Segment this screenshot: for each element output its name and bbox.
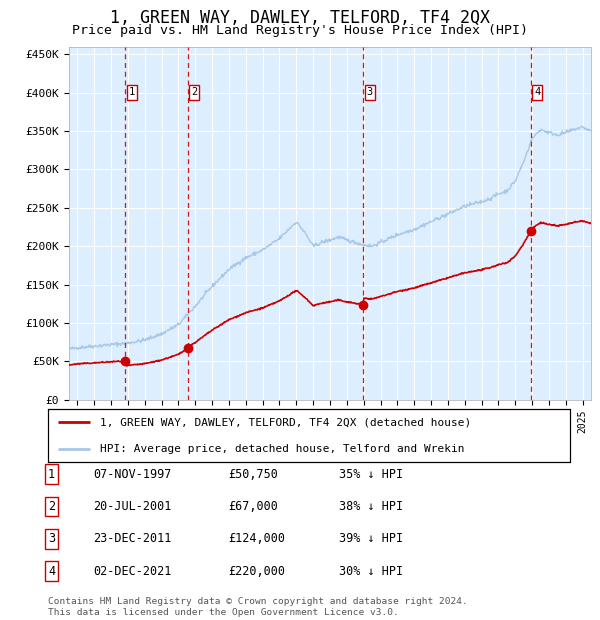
Text: 07-NOV-1997: 07-NOV-1997 [93, 468, 172, 481]
Text: 3: 3 [48, 533, 55, 545]
Text: 3: 3 [367, 87, 373, 97]
Text: 4: 4 [48, 565, 55, 577]
Text: 02-DEC-2021: 02-DEC-2021 [93, 565, 172, 577]
Text: 4: 4 [534, 87, 541, 97]
Text: 35% ↓ HPI: 35% ↓ HPI [339, 468, 403, 481]
Text: 2: 2 [48, 500, 55, 513]
Text: 1: 1 [129, 87, 135, 97]
Text: 1, GREEN WAY, DAWLEY, TELFORD, TF4 2QX: 1, GREEN WAY, DAWLEY, TELFORD, TF4 2QX [110, 9, 490, 27]
Text: 2: 2 [191, 87, 197, 97]
Text: 1, GREEN WAY, DAWLEY, TELFORD, TF4 2QX (detached house): 1, GREEN WAY, DAWLEY, TELFORD, TF4 2QX (… [100, 417, 472, 427]
Text: 38% ↓ HPI: 38% ↓ HPI [339, 500, 403, 513]
Text: 30% ↓ HPI: 30% ↓ HPI [339, 565, 403, 577]
Text: £50,750: £50,750 [228, 468, 278, 481]
Text: Price paid vs. HM Land Registry's House Price Index (HPI): Price paid vs. HM Land Registry's House … [72, 24, 528, 37]
Text: 20-JUL-2001: 20-JUL-2001 [93, 500, 172, 513]
Text: 1: 1 [48, 468, 55, 481]
Text: £220,000: £220,000 [228, 565, 285, 577]
Text: £67,000: £67,000 [228, 500, 278, 513]
Text: 23-DEC-2011: 23-DEC-2011 [93, 533, 172, 545]
Text: Contains HM Land Registry data © Crown copyright and database right 2024.
This d: Contains HM Land Registry data © Crown c… [48, 598, 468, 617]
Text: HPI: Average price, detached house, Telford and Wrekin: HPI: Average price, detached house, Telf… [100, 444, 465, 454]
Text: 39% ↓ HPI: 39% ↓ HPI [339, 533, 403, 545]
Text: £124,000: £124,000 [228, 533, 285, 545]
